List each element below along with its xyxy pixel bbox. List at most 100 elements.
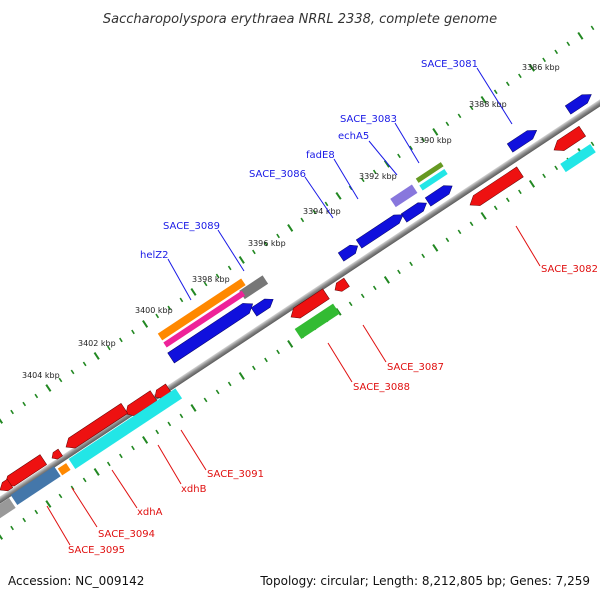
forward-scale-tick: [70, 369, 75, 375]
reverse-strand-scale: [0, 141, 595, 540]
gene-feature-sace-3088[interactable]: [294, 303, 340, 340]
reverse-scale-tick: [93, 468, 100, 476]
forward-scale-tick: [93, 352, 100, 360]
gene-feature-cyan[interactable]: [560, 143, 596, 173]
gene-feature-rev[interactable]: [288, 288, 330, 322]
forward-scale-tick: [445, 121, 450, 127]
gene-feature-helz2[interactable]: [163, 290, 246, 348]
reverse-scale-tick: [22, 517, 27, 523]
forward-scale-tick: [203, 281, 208, 287]
reverse-scale-tick: [287, 340, 294, 348]
gene-label-sace-3091[interactable]: SACE_3091: [207, 469, 264, 480]
reverse-scale-tick: [360, 293, 365, 299]
gene-feature-xdha[interactable]: [57, 463, 71, 476]
kbp-label: 3392 kbp: [359, 172, 397, 181]
gene-label-xdhb[interactable]: xdhB: [181, 484, 207, 495]
gene-feature-fwd[interactable]: [337, 242, 360, 262]
gene-feature-fwd[interactable]: [167, 299, 256, 364]
leader-line: [157, 444, 182, 485]
leader-line: [476, 67, 513, 125]
gene-feature-sace-3089[interactable]: [157, 278, 246, 341]
forward-scale-tick: [542, 57, 546, 63]
kbp-label: 3394 kbp: [303, 207, 341, 216]
gene-feature-gray[interactable]: [0, 497, 16, 521]
gene-feature-sace-3081[interactable]: [564, 90, 594, 115]
reverse-scale-tick: [493, 205, 498, 211]
forward-scale-tick: [34, 393, 39, 399]
gene-label-sace-3094[interactable]: SACE_3094: [98, 529, 155, 540]
gene-label-sace-3086[interactable]: SACE_3086: [249, 169, 306, 180]
leader-line: [167, 258, 192, 301]
reverse-scale-tick: [190, 404, 197, 412]
gene-feature-fwd[interactable]: [424, 182, 455, 207]
kbp-label: 3386 kbp: [522, 63, 560, 72]
map-title: Saccharopolyspora erythraea NRRL 2338, c…: [103, 12, 497, 27]
forward-scale-tick: [58, 377, 63, 383]
gene-feature-fade8[interactable]: [390, 184, 418, 208]
forward-scale-tick: [215, 273, 220, 279]
forward-scale-tick: [119, 337, 123, 343]
forward-scale-tick: [372, 169, 377, 175]
forward-gene-labels: SACE_3081 SACE_3083 echA5 fadE8 SACE_308…: [140, 59, 513, 301]
leader-line: [304, 176, 334, 219]
gene-feature-sace-3083[interactable]: [415, 162, 444, 183]
gene-feature-fwd[interactable]: [400, 199, 429, 223]
forward-scale-tick: [335, 192, 342, 200]
gene-label-sace-3095[interactable]: SACE_3095: [68, 545, 125, 556]
gene-feature-sace-3087[interactable]: [332, 277, 350, 294]
gene-label-helz2[interactable]: helZ2: [140, 250, 168, 261]
kbp-label: 3388 kbp: [469, 100, 507, 109]
gene-feature-rev[interactable]: [63, 403, 129, 452]
gene-feature-sace-3082[interactable]: [467, 166, 524, 210]
forward-scale-tick: [360, 177, 365, 183]
reverse-scale-tick: [421, 253, 426, 259]
gene-label-sace-3089[interactable]: SACE_3089: [163, 221, 220, 232]
gene-feature-rev[interactable]: [50, 448, 63, 461]
gene-feature-gray[interactable]: [239, 275, 269, 300]
forward-scale-tick: [22, 401, 27, 407]
gene-feature-fwd[interactable]: [250, 295, 276, 317]
forward-scale-tick: [518, 73, 522, 79]
forward-scale-tick: [432, 128, 439, 136]
gene-label-sace-3081[interactable]: SACE_3081: [421, 59, 478, 70]
gene-label-fade8[interactable]: fadE8: [306, 150, 335, 161]
leader-line: [394, 122, 420, 164]
gene-label-sace-3088[interactable]: SACE_3088: [353, 382, 410, 393]
leader-line: [333, 158, 359, 200]
gene-feature-rev[interactable]: [551, 125, 587, 155]
gene-label-sace-3083[interactable]: SACE_3083: [340, 114, 397, 125]
kbp-label: 3400 kbp: [135, 306, 173, 315]
gene-feature-sace-3094[interactable]: [10, 466, 61, 506]
reverse-scale-tick: [58, 493, 63, 499]
gene-feature-echa5[interactable]: [419, 168, 448, 191]
leader-line: [368, 140, 398, 176]
forward-scale-tick: [142, 320, 149, 328]
reverse-scale-tick: [528, 179, 536, 188]
forward-scale-tick: [409, 145, 413, 151]
forward-scale-tick: [287, 224, 294, 232]
reverse-scale-tick: [238, 372, 245, 380]
gene-feature-sace-3091[interactable]: [68, 388, 183, 470]
forward-scale-tick: [590, 25, 595, 31]
reverse-scale-tick: [142, 436, 149, 444]
gene-label-sace-3087[interactable]: SACE_3087: [387, 362, 444, 373]
reverse-scale-tick: [252, 365, 256, 371]
gene-label-echa5[interactable]: echA5: [338, 131, 369, 142]
forward-scale-tick: [252, 249, 256, 255]
reverse-scale-tick: [106, 461, 111, 467]
reverse-scale-tick: [179, 413, 184, 419]
gene-label-sace-3082[interactable]: SACE_3082: [541, 264, 598, 275]
reverse-scale-tick: [432, 244, 439, 252]
forward-scale-tick: [155, 313, 160, 319]
forward-scale-tick: [0, 418, 4, 424]
gene-feature-fwd[interactable]: [506, 126, 539, 153]
gene-label-xdha[interactable]: xdhA: [137, 507, 163, 518]
gene-feature-sace-3086[interactable]: [355, 211, 406, 249]
forward-scale-tick: [82, 361, 87, 367]
reverse-scale-tick: [82, 477, 87, 483]
leader-line: [71, 487, 98, 528]
leader-line: [111, 469, 138, 509]
forward-scale-tick: [528, 63, 536, 72]
gene-feature-sace-3095[interactable]: [0, 478, 14, 494]
